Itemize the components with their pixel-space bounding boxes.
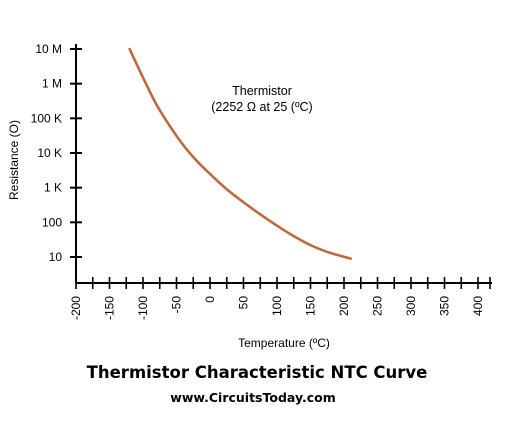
y-tick-label: 10 bbox=[49, 250, 63, 264]
y-axis: 10 100 1 K 10 K 100 K 1 M 10 M bbox=[31, 42, 82, 283]
annotation-line-1: Thermistor bbox=[232, 84, 292, 98]
y-tick-label: 10 K bbox=[37, 146, 62, 160]
x-tick-label: 300 bbox=[404, 296, 418, 316]
x-tick-label: -150 bbox=[103, 296, 117, 320]
chart-title: Thermistor Characteristic NTC Curve bbox=[87, 363, 428, 382]
x-tick-label: -50 bbox=[170, 296, 184, 314]
x-axis-title: Temperature (ºC) bbox=[238, 336, 330, 350]
y-tick-label: 10 M bbox=[35, 42, 62, 56]
y-tick-label: 100 K bbox=[31, 111, 62, 125]
x-tick-label: 400 bbox=[471, 296, 485, 316]
series-layer bbox=[128, 47, 352, 260]
y-axis-title: Resistance (O) bbox=[7, 120, 21, 200]
website-link[interactable]: www.CircuitsToday.com bbox=[170, 390, 335, 405]
x-tick-label: 200 bbox=[337, 296, 351, 316]
x-tick-label: 50 bbox=[237, 296, 251, 310]
ntc-curve-line bbox=[128, 47, 352, 260]
x-tick-label: 0 bbox=[203, 296, 217, 303]
x-tick-label: 250 bbox=[371, 296, 385, 316]
x-axis: -200 -150 -100 -50 0 50 100 150 200 250 300 350 400 bbox=[69, 277, 492, 320]
y-tick-label: 100 bbox=[42, 215, 62, 229]
x-tick-label: 350 bbox=[438, 296, 452, 316]
x-tick-label: 150 bbox=[304, 296, 318, 316]
x-tick-label: -200 bbox=[69, 296, 83, 320]
x-tick-label: -100 bbox=[136, 296, 150, 320]
y-tick-label: 1 K bbox=[44, 181, 62, 195]
annotation-line-2: (2252 Ω at 25 (ºC) bbox=[211, 100, 312, 114]
x-tick-label: 100 bbox=[270, 296, 284, 316]
y-tick-label: 1 M bbox=[42, 77, 62, 91]
